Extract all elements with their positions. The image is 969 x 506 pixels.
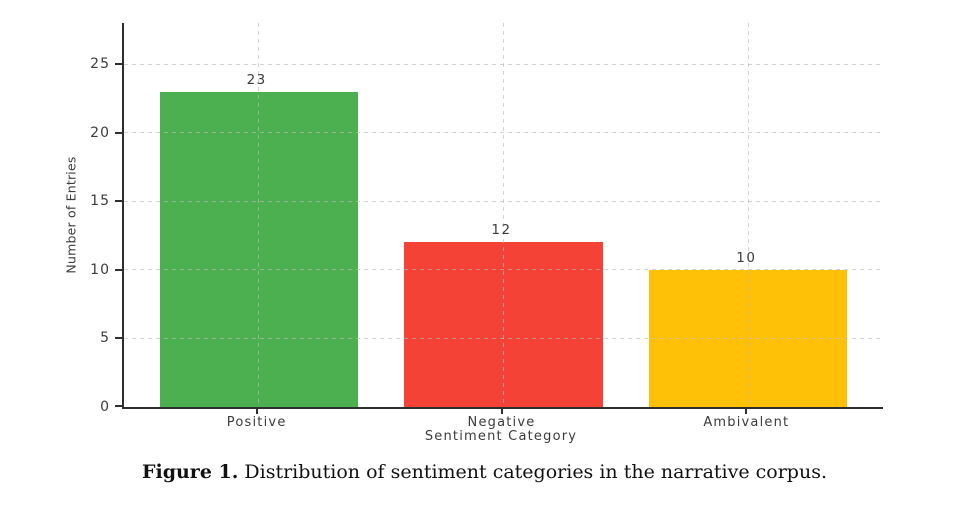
y-tick-25 <box>115 63 122 66</box>
bar-value-label-positive: 23 <box>246 71 267 88</box>
y-tick-label-20: 20 <box>90 124 110 141</box>
figure-caption-label: Figure 1. <box>142 461 239 483</box>
figure-caption-text: Distribution of sentiment categories in … <box>238 461 827 483</box>
y-tick-10 <box>115 268 122 271</box>
x-tick-label-ambivalent: Ambivalent <box>703 415 790 430</box>
x-tick-label-positive: Positive <box>226 415 287 430</box>
figure-1-chart: Number of Entries Sentiment Category 0 5 1… <box>63 23 883 444</box>
y-tick-15 <box>115 200 122 203</box>
y-tick-5 <box>115 337 122 340</box>
y-tick-label-15: 15 <box>90 193 110 210</box>
bar-value-label-ambivalent: 10 <box>736 249 757 266</box>
x-tick-label-negative: Negative <box>467 415 536 430</box>
y-tick-label-10: 10 <box>90 261 110 278</box>
x-tick-ambivalent <box>745 409 748 414</box>
x-gridline-positive <box>258 23 260 407</box>
bar-value-label-negative: 12 <box>491 222 512 239</box>
y-tick-label-5: 5 <box>100 330 110 347</box>
y-tick-0 <box>115 405 122 407</box>
plot-area <box>122 23 883 409</box>
y-tick-label-25: 25 <box>90 56 110 73</box>
x-gridline-negative <box>503 23 504 407</box>
x-gridline-ambivalent <box>747 23 749 407</box>
x-axis-label: Sentiment Category <box>424 429 578 444</box>
x-tick-positive <box>255 409 258 414</box>
y-tick-label-0: 0 <box>100 399 110 415</box>
figure-caption: Figure 1. Distribution of sentiment cate… <box>0 458 969 486</box>
y-axis-label: Number of Entries <box>63 156 79 274</box>
y-tick-20 <box>115 131 122 134</box>
x-tick-negative <box>500 409 503 414</box>
